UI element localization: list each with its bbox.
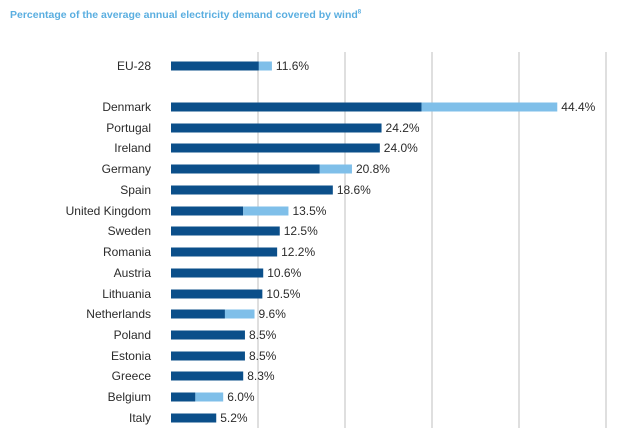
- value-label: 8.5%: [249, 328, 277, 342]
- bar-segment: [224, 309, 255, 319]
- value-label: 10.5%: [266, 287, 300, 301]
- bar-segment: [258, 61, 272, 71]
- bar-segment: [171, 61, 259, 71]
- category-label: Spain: [120, 183, 151, 197]
- footnote-marker: 8: [357, 9, 362, 16]
- bar-segment: [171, 289, 263, 299]
- bar-segment: [171, 268, 264, 278]
- value-label: 12.5%: [284, 224, 318, 238]
- bar-segment: [171, 309, 225, 319]
- bar-segment: [171, 206, 244, 216]
- bar-segment: [171, 371, 244, 381]
- bar-segment: [171, 123, 382, 133]
- category-label: Denmark: [102, 100, 152, 114]
- chart-title: Percentage of the average annual electri…: [10, 9, 361, 21]
- category-label: Portugal: [106, 121, 151, 135]
- category-label: Netherlands: [86, 307, 151, 321]
- value-label: 44.4%: [561, 100, 595, 114]
- value-label: 24.0%: [384, 141, 418, 155]
- value-label: 5.2%: [220, 411, 248, 425]
- bar-segment: [171, 351, 245, 361]
- value-label: 9.6%: [259, 307, 287, 321]
- category-label: Poland: [114, 328, 151, 342]
- category-labels: EU-28 Denmark Portugal Ireland Germany Spain U…: [66, 59, 152, 425]
- category-label: United Kingdom: [66, 204, 151, 218]
- value-label: 8.5%: [249, 349, 277, 363]
- bar-segment: [171, 413, 217, 423]
- bar-segment: [171, 392, 196, 402]
- value-label: 8.3%: [247, 369, 275, 383]
- bar-segment: [171, 164, 320, 174]
- value-label: 10.6%: [267, 266, 301, 280]
- value-label: 20.8%: [356, 162, 390, 176]
- category-label: Estonia: [111, 349, 151, 363]
- value-label: 6.0%: [227, 390, 255, 404]
- value-labels: 11.6% 44.4% 24.2% 24.0% 20.8% 18.6% 13.5% 12.5%…: [220, 59, 595, 425]
- bar-segment: [171, 226, 280, 236]
- category-label: Italy: [129, 411, 151, 425]
- value-label: 11.6%: [276, 59, 309, 73]
- category-label: Austria: [114, 266, 152, 280]
- bar-segment: [319, 164, 352, 174]
- bar-segment: [195, 392, 224, 402]
- bar-segment: [243, 206, 289, 216]
- category-label: Romania: [103, 245, 151, 259]
- bar-segment: [171, 185, 333, 195]
- category-label: Ireland: [114, 141, 151, 155]
- value-label: 12.2%: [281, 245, 315, 259]
- bar-segment: [171, 143, 380, 153]
- bar-segment: [171, 247, 278, 257]
- category-label: Greece: [112, 369, 152, 383]
- bar-segment: [171, 102, 422, 112]
- category-label: Sweden: [108, 224, 151, 238]
- chart-title-text: Percentage of the average annual electri…: [10, 9, 358, 21]
- category-label: Belgium: [108, 390, 151, 404]
- bars: [171, 61, 558, 423]
- category-label: Germany: [102, 162, 151, 176]
- category-label: EU-28: [117, 59, 151, 73]
- value-label: 24.2%: [386, 121, 420, 135]
- value-label: 18.6%: [337, 183, 371, 197]
- bar-segment: [171, 330, 245, 340]
- category-label: Lithuania: [102, 287, 151, 301]
- bar-segment: [421, 102, 558, 112]
- value-label: 13.5%: [292, 204, 326, 218]
- grid-lines: [257, 52, 607, 428]
